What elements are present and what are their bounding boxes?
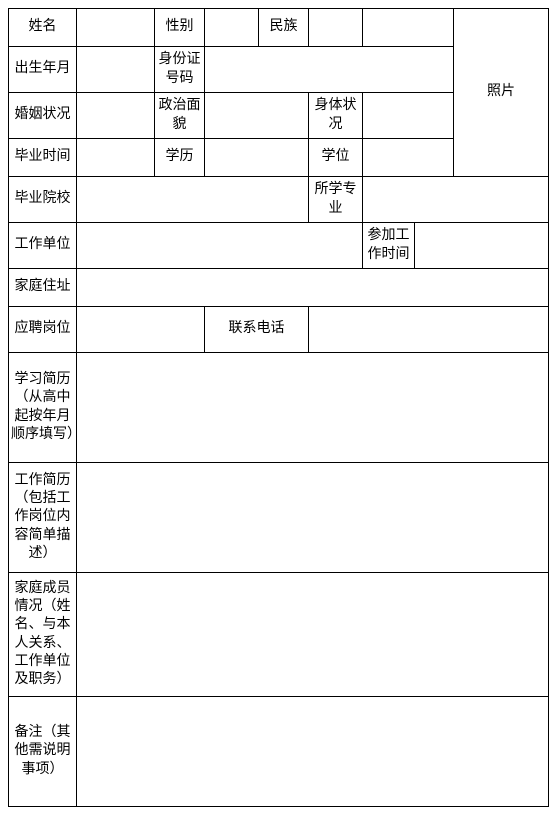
label-health: 身体状况 (309, 93, 363, 139)
value-ethnicity (309, 9, 363, 47)
value-grad-school (77, 177, 309, 223)
label-major: 所学专业 (309, 177, 363, 223)
value-study-history (77, 353, 549, 463)
label-grad-time: 毕业时间 (9, 139, 77, 177)
value-remark (77, 697, 549, 807)
label-work-start: 参加工作时间 (363, 223, 415, 269)
label-family: 家庭成员情况（姓名、与本人关系、工作单位及职务） (9, 573, 77, 697)
label-home-addr: 家庭住址 (9, 269, 77, 307)
label-apply-post: 应聘岗位 (9, 307, 77, 353)
application-form-table: 姓名 性别 民族 照片 出生年月 身份证号码 婚姻状况 政治面貌 身体状况 毕业… (8, 8, 549, 807)
value-politics (205, 93, 309, 139)
value-name (77, 9, 155, 47)
value-birth (77, 47, 155, 93)
label-gender: 性别 (155, 9, 205, 47)
label-remark: 备注（其他需说明事项） (9, 697, 77, 807)
value-major (363, 177, 549, 223)
label-ethnicity: 民族 (259, 9, 309, 47)
value-gender (205, 9, 259, 47)
label-name: 姓名 (9, 9, 77, 47)
label-study-history: 学习简历（从高中起按年月顺序填写） (9, 353, 77, 463)
label-work-unit: 工作单位 (9, 223, 77, 269)
label-education: 学历 (155, 139, 205, 177)
value-marital (77, 93, 155, 139)
value-work-unit (77, 223, 363, 269)
value-education (205, 139, 309, 177)
label-id-number: 身份证号码 (155, 47, 205, 93)
value-ethnicity-extra (363, 9, 454, 47)
value-family (77, 573, 549, 697)
label-birth: 出生年月 (9, 47, 77, 93)
value-health (363, 93, 454, 139)
label-politics: 政治面貌 (155, 93, 205, 139)
label-degree: 学位 (309, 139, 363, 177)
label-grad-school: 毕业院校 (9, 177, 77, 223)
value-home-addr (77, 269, 549, 307)
photo-cell: 照片 (454, 9, 549, 177)
label-contact: 联系电话 (205, 307, 309, 353)
value-apply-post (77, 307, 205, 353)
value-grad-time (77, 139, 155, 177)
value-contact (309, 307, 549, 353)
value-degree (363, 139, 454, 177)
value-work-start (415, 223, 549, 269)
value-work-history (77, 463, 549, 573)
label-work-history: 工作简历（包括工作岗位内容简单描述） (9, 463, 77, 573)
label-marital: 婚姻状况 (9, 93, 77, 139)
value-id-number (205, 47, 454, 93)
